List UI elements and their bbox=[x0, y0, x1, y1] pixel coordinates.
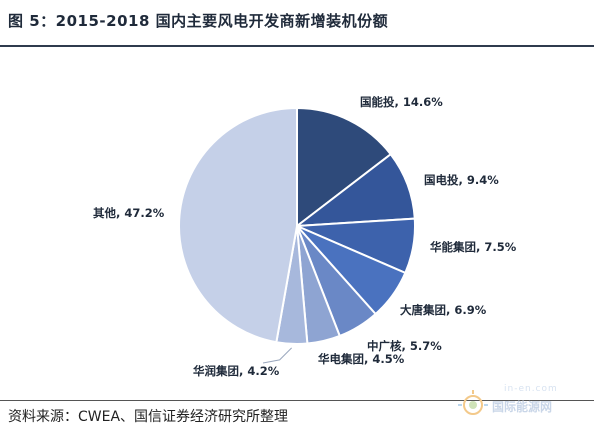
footer-divider bbox=[0, 400, 594, 401]
watermark-text: 国际能源网 bbox=[492, 400, 553, 414]
watermark-url: in-en.com bbox=[504, 384, 558, 394]
leader-line bbox=[262, 347, 292, 364]
slice-label-2: 国电投, 9.4% bbox=[424, 173, 499, 187]
slice-label-6: 华电集团, 4.5% bbox=[318, 352, 405, 366]
title-divider bbox=[0, 45, 594, 47]
slice-label-3: 华能集团, 7.5% bbox=[430, 240, 517, 254]
watermark-logo-icon bbox=[458, 390, 488, 415]
slice-label-1: 国能投, 14.6% bbox=[360, 95, 443, 109]
slice-label-7: 华润集团, 4.2% bbox=[193, 364, 280, 378]
slice-label-8: 其他, 47.2% bbox=[93, 206, 165, 220]
slice-label-5: 中广核, 5.7% bbox=[367, 339, 442, 353]
pie-slice-1 bbox=[296, 106, 393, 229]
source-note: 资料来源：CWEA、国信证券经济研究所整理 bbox=[8, 409, 289, 425]
slice-label-4: 大唐集团, 6.9% bbox=[400, 303, 487, 317]
pie-chart: 国能投, 14.6% 国电投, 9.4% 华能集团, 7.5% 大唐集团, 6.9% 中… bbox=[93, 95, 517, 378]
pie-slice-8 bbox=[178, 106, 298, 344]
page-title: 图 5：2015-2018 国内主要风电开发商新增装机份额 bbox=[8, 12, 389, 30]
watermark: in-en.com 国际能源网 bbox=[456, 380, 586, 430]
